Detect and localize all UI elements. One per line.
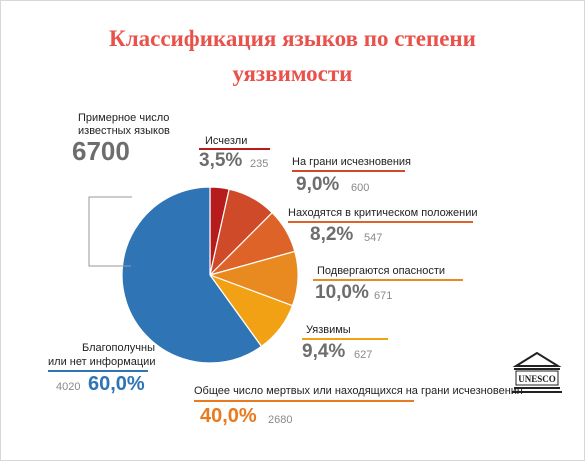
summary-count: 2680	[268, 414, 293, 426]
slice-label-critical: Находятся в критическом положении	[288, 207, 478, 219]
total-value: 6700	[72, 136, 130, 166]
slice-underline-endangered	[313, 279, 463, 281]
svg-text:UNESCO: UNESCO	[518, 374, 556, 384]
slice-percent-extinct: 3,5%	[199, 150, 243, 171]
slice-label-safe-line1: Благополучны	[82, 342, 155, 354]
slice-count-near-extinct: 600	[351, 182, 370, 194]
slice-label-endangered: Подвергаются опасности	[317, 265, 446, 277]
slice-count-endangered: 671	[374, 290, 393, 302]
slice-percent-safe: 60,0%	[88, 373, 145, 395]
slice-count-critical: 547	[364, 232, 383, 244]
slice-count-safe: 4020	[56, 381, 81, 393]
slice-underline-near-extinct	[292, 170, 405, 172]
pie-slice-safe	[121, 186, 263, 364]
slice-percent-endangered: 10,0%	[315, 282, 369, 303]
slice-percent-near-extinct: 9,0%	[296, 174, 340, 195]
total-connector-line	[88, 196, 132, 267]
chart-title-line2: уязвимости	[232, 61, 353, 86]
slice-label-vulnerable: Уязвимы	[306, 324, 351, 336]
summary-label: Общее число мертвых или находящихся на г…	[194, 385, 523, 397]
chart-title-line1: Классификация языков по степени	[109, 26, 476, 51]
total-label-line2: известных языков	[78, 125, 170, 137]
slice-count-vulnerable: 627	[354, 349, 373, 361]
slice-underline-safe	[48, 370, 148, 372]
slice-label-extinct: Исчезли	[205, 135, 248, 147]
slice-label-near-extinct: На грани исчезновения	[292, 156, 412, 168]
slice-percent-vulnerable: 9,4%	[302, 341, 346, 362]
total-label-line1: Примерное число	[78, 112, 170, 124]
slice-label-safe-line2: или нет информации	[48, 356, 156, 368]
slice-underline-critical	[288, 221, 473, 223]
slice-percent-critical: 8,2%	[310, 224, 354, 245]
slice-count-extinct: 235	[250, 158, 269, 170]
slice-underline-vulnerable	[302, 338, 388, 340]
slice-underline-extinct	[199, 148, 270, 150]
summary-underline	[194, 400, 414, 402]
summary-percent: 40,0%	[200, 405, 257, 427]
